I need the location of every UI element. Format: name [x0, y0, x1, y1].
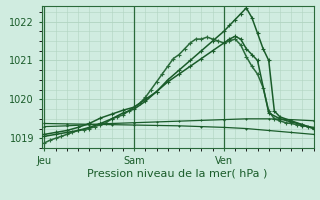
X-axis label: Pression niveau de la mer( hPa ): Pression niveau de la mer( hPa ) — [87, 168, 268, 178]
